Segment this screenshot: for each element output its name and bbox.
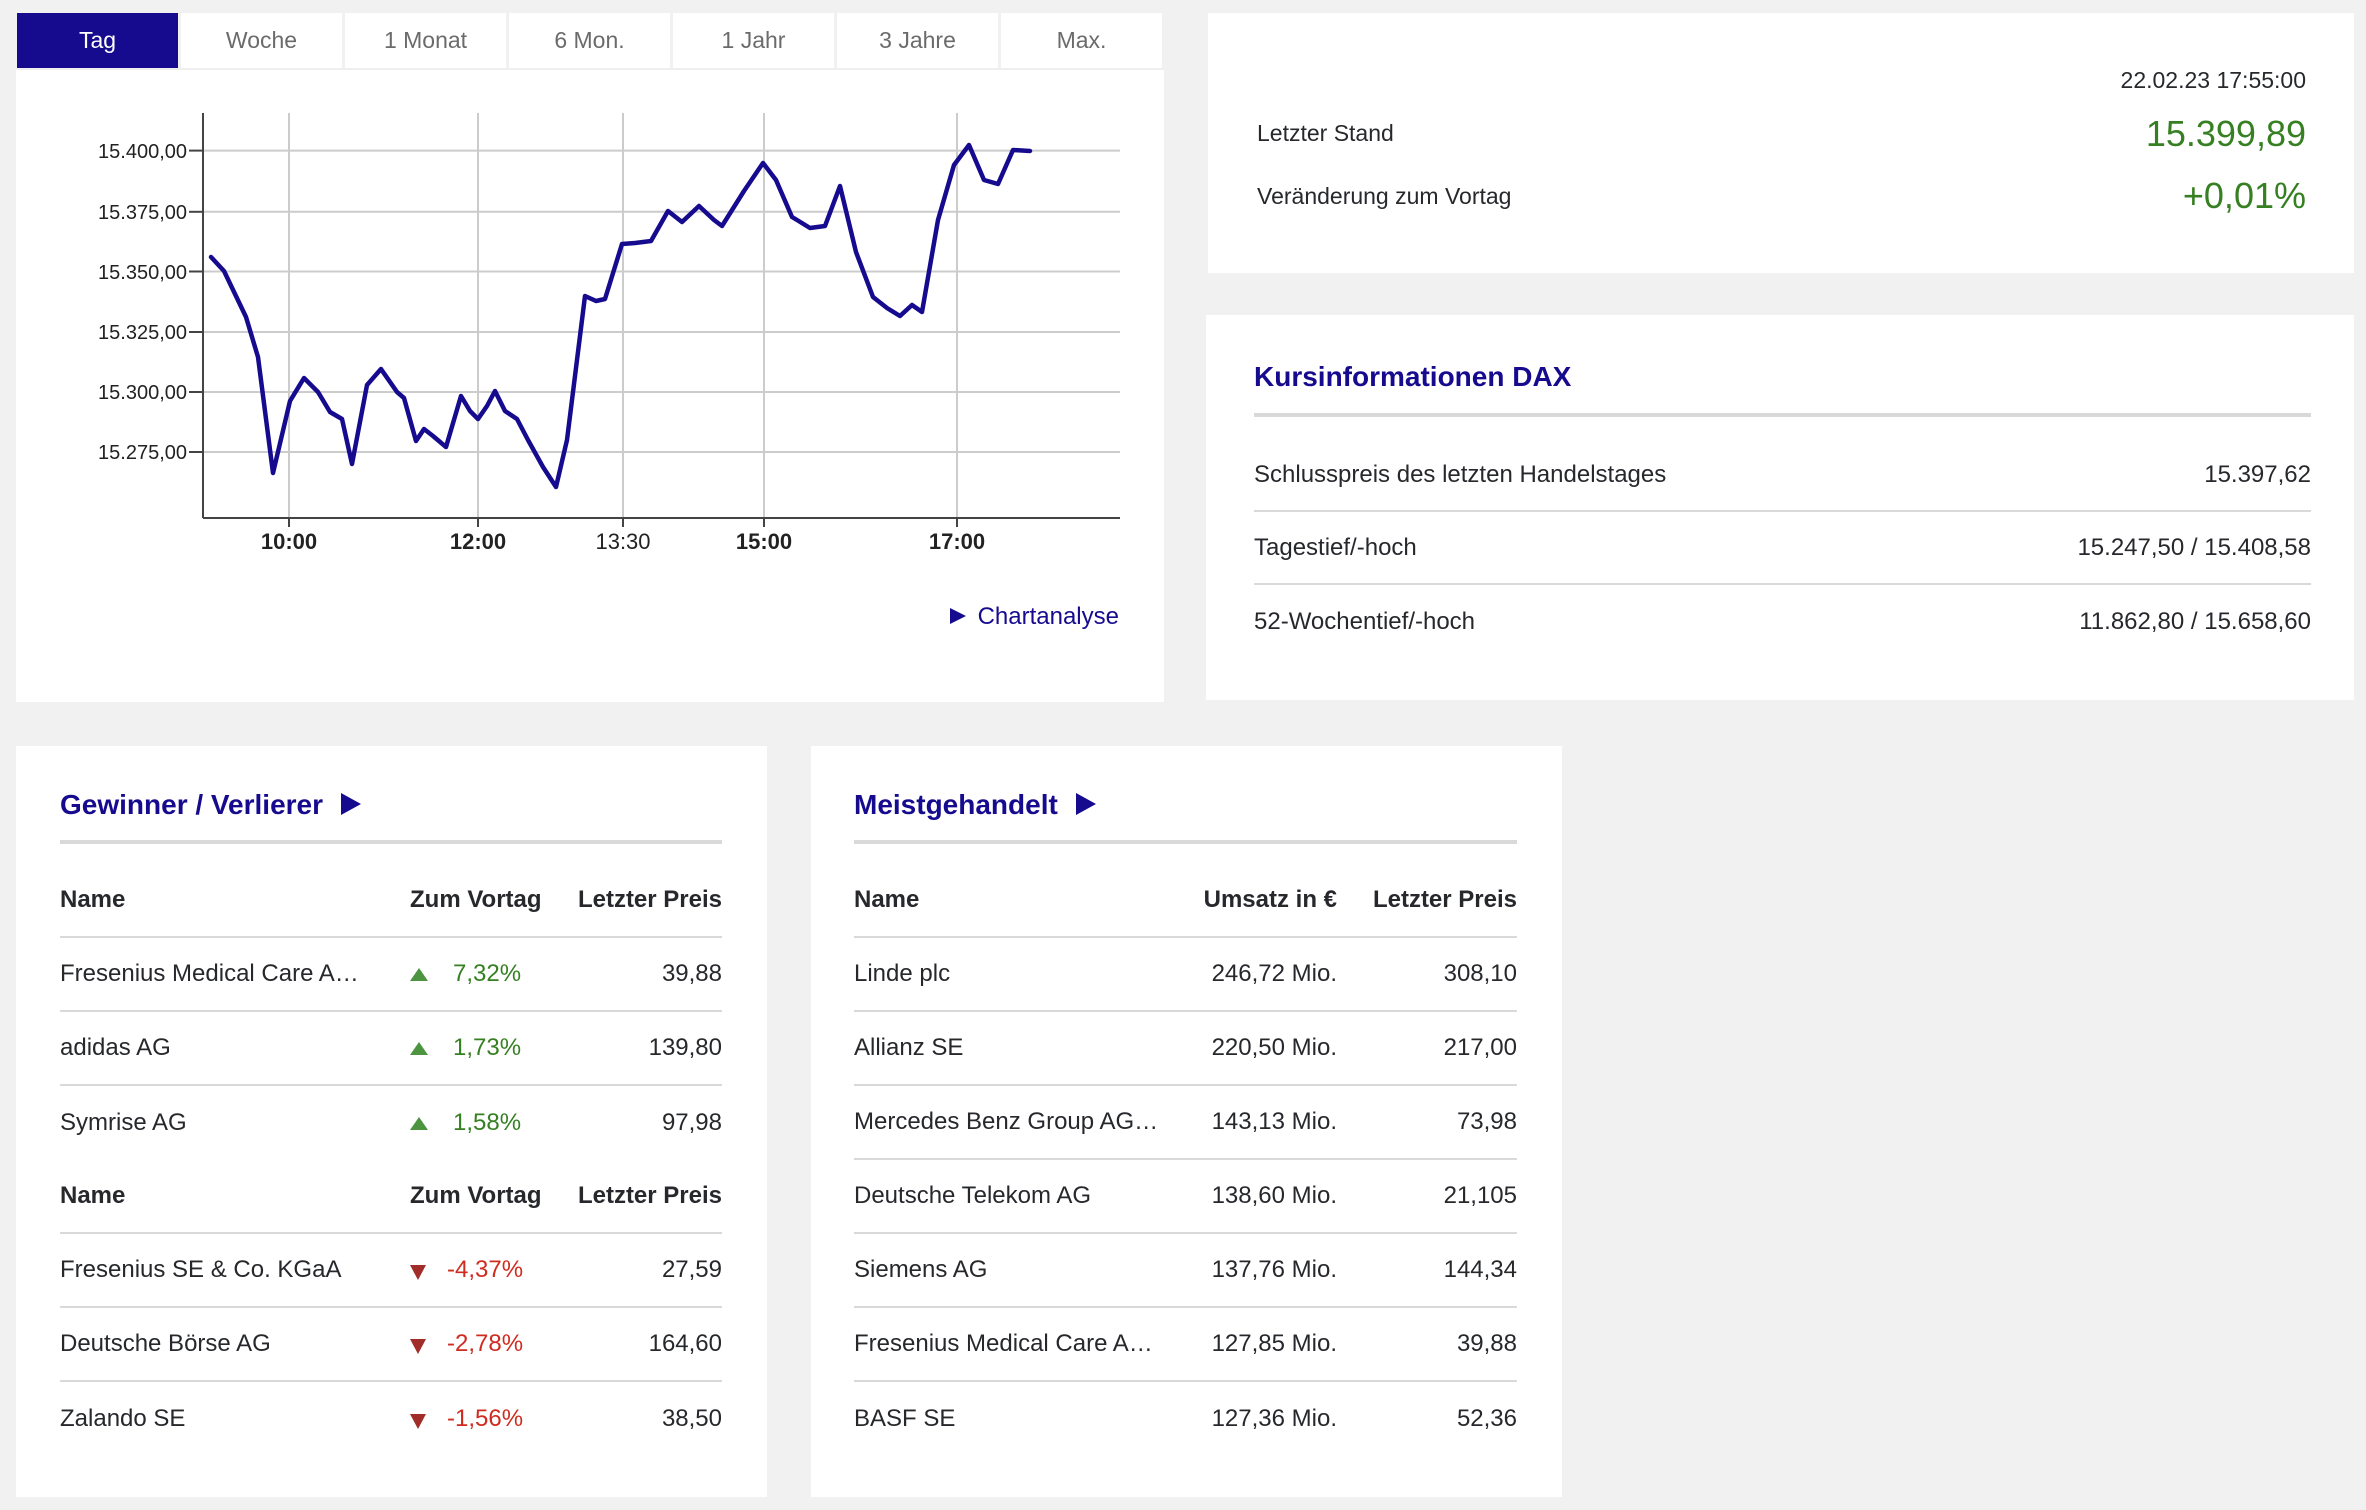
svg-text:17:00: 17:00 xyxy=(929,529,985,554)
svg-text:15.300,00: 15.300,00 xyxy=(98,382,187,404)
svg-text:15.375,00: 15.375,00 xyxy=(98,202,187,224)
svg-text:15.275,00: 15.275,00 xyxy=(98,442,187,464)
svg-text:15:00: 15:00 xyxy=(736,529,792,554)
svg-text:10:00: 10:00 xyxy=(261,529,317,554)
svg-text:15.400,00: 15.400,00 xyxy=(98,141,187,163)
svg-text:13:30: 13:30 xyxy=(595,529,650,554)
svg-text:15.325,00: 15.325,00 xyxy=(98,322,187,344)
svg-text:15.350,00: 15.350,00 xyxy=(98,262,187,284)
svg-text:12:00: 12:00 xyxy=(450,529,506,554)
